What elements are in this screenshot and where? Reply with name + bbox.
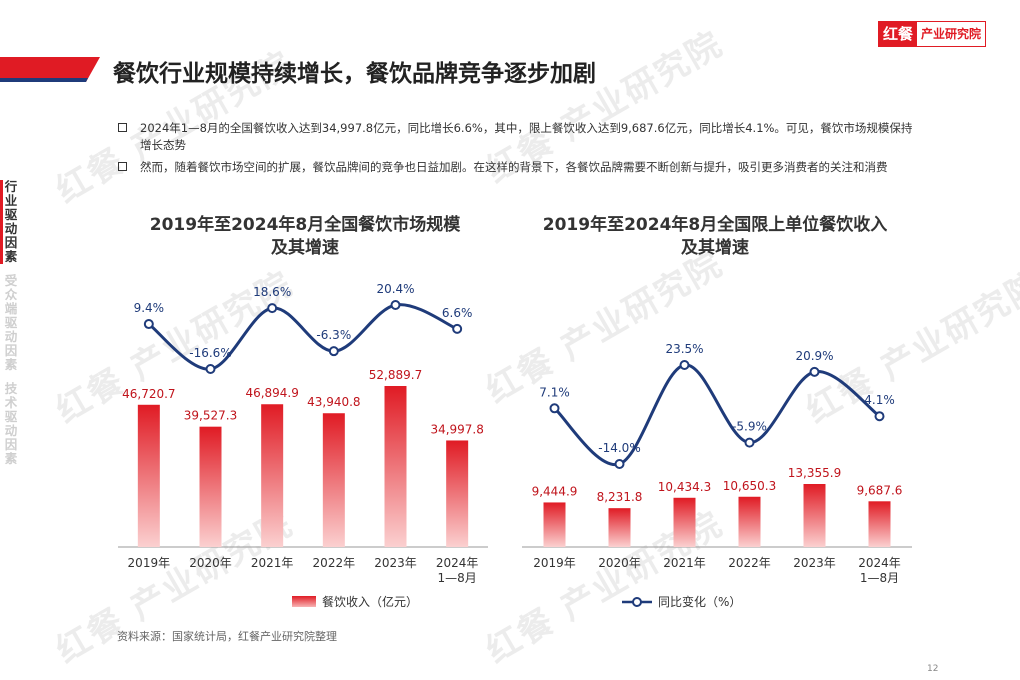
legend-bar-label: 餐饮收入（亿元） [322,595,419,609]
legend-bar: 餐饮收入（亿元） [292,593,418,610]
legend-line-label: 同比变化（%） [658,595,742,609]
category-label: 1—8月 [438,571,477,585]
bar-value-label: 46,720.7 [122,387,175,401]
bar [199,426,222,547]
logo-mark: 红餐 [879,22,918,46]
bullet-item: 2024年1—8月的全国餐饮收入达到34,997.8亿元，同比增长6.6%，其中… [118,120,918,154]
category-label: 2021年 [251,556,294,570]
bar-value-label: 10,650.3 [723,479,776,493]
chart-title-right: 2019年至2024年8月全国限上单位餐饮收入 及其增速 [520,214,910,260]
source-note: 资料来源：国家统计局，红餐产业研究院整理 [117,630,337,643]
bar-value-label: 34,997.8 [430,422,483,436]
sidebar-item-1[interactable]: 行业驱动因素 [0,180,22,274]
category-label: 2024年 [436,556,479,570]
page-title: 餐饮行业规模持续增长，餐饮品牌竞争逐步加剧 [113,61,596,87]
bar [868,501,891,547]
sidebar-item-3[interactable]: 技术驱动因素 [4,381,18,466]
line-value-label: -14.0% [598,441,640,455]
category-label: 1—8月 [860,571,899,585]
sidebar-item-2[interactable]: 受众端驱动因素 [4,273,18,372]
bar [803,484,826,547]
bar [261,404,284,547]
category-label: 2022年 [728,556,771,570]
category-label: 2020年 [189,556,232,570]
bar-value-label: 52,889.7 [369,368,422,382]
bar [322,413,345,547]
bar-value-label: 9,444.9 [532,484,578,498]
bar-value-label: 46,894.9 [245,386,298,400]
line-value-label: -5.9% [732,420,767,434]
category-label: 2019年 [128,556,171,570]
category-label: 2020年 [598,556,641,570]
category-label: 2024年 [858,556,901,570]
legend-line-swatch [622,596,652,607]
bar [137,404,160,547]
line-point [809,366,820,377]
header-band [0,57,100,82]
line-point [679,360,690,370]
line-value-label: 6.6% [442,306,473,320]
sidebar-nav: 行业驱动因素受众端驱动因素技术驱动因素 [0,180,22,476]
line-point [614,459,625,469]
bar [738,496,761,547]
chart-2: 9,444.9 2019年 8,231.8 2020年 10,434.3 2021年 10,… [522,342,912,585]
bar-value-label: 39,527.3 [184,409,237,423]
chart-title-line: 及其增速 [681,238,749,258]
line-point [205,364,216,374]
bar [446,440,469,547]
line-value-label: 23.5% [665,342,703,356]
line-point [390,300,401,310]
bullet-list: 2024年1—8月的全国餐饮收入达到34,997.8亿元，同比增长6.6%，其中… [118,120,918,181]
line-value-label: 7.1% [539,385,570,399]
chart-title-line: 及其增速 [271,238,339,258]
bar-value-label: 9,687.6 [857,483,903,497]
line-value-label: -16.6% [189,346,231,360]
bar-value-label: 8,231.8 [597,490,643,504]
bar [608,508,631,547]
line-point [549,403,560,414]
line-value-label: 9.4% [134,301,165,315]
legend-line: 同比变化（%） [622,593,741,610]
line-point [744,437,755,448]
line-value-label: 20.4% [376,282,414,296]
category-label: 2023年 [374,556,417,570]
chart-1: 46,720.7 2019年 39,527.3 2020年 46,894.9 2021年 4… [118,282,488,585]
page-number: 12 [927,664,939,674]
line-point [874,411,885,422]
line-point [267,303,278,314]
line-value-label: 4.1% [864,393,895,407]
bar-value-label: 10,434.3 [658,480,711,494]
line-point [328,346,339,357]
category-label: 2022年 [313,556,356,570]
line-point [143,319,154,330]
chart-title-line: 2019年至2024年8月全国限上单位餐饮收入 [542,215,888,235]
logo-text: 产业研究院 [921,27,982,41]
legend-bar-swatch [292,596,316,607]
chart-title-line: 2019年至2024年8月全国餐饮市场规模 [149,215,461,235]
line-value-label: -6.3% [316,328,351,342]
line-point [452,323,463,334]
bar-value-label: 43,940.8 [307,395,360,409]
bar [673,497,696,547]
bar [384,386,407,547]
category-label: 2021年 [663,556,706,570]
category-label: 2023年 [793,556,836,570]
line-value-label: 18.6% [253,285,291,299]
bullet-item: 然而，随着餐饮市场空间的扩展，餐饮品牌间的竞争也日益加剧。在这样的背景下，各餐饮… [118,159,918,176]
chart-title-left: 2019年至2024年8月全国餐饮市场规模 及其增速 [120,214,490,260]
bar [543,502,566,547]
brand-logo: 红餐 产业研究院 [878,21,987,47]
category-label: 2019年 [533,556,576,570]
bar-value-label: 13,355.9 [788,466,841,480]
line-value-label: 20.9% [795,349,833,363]
